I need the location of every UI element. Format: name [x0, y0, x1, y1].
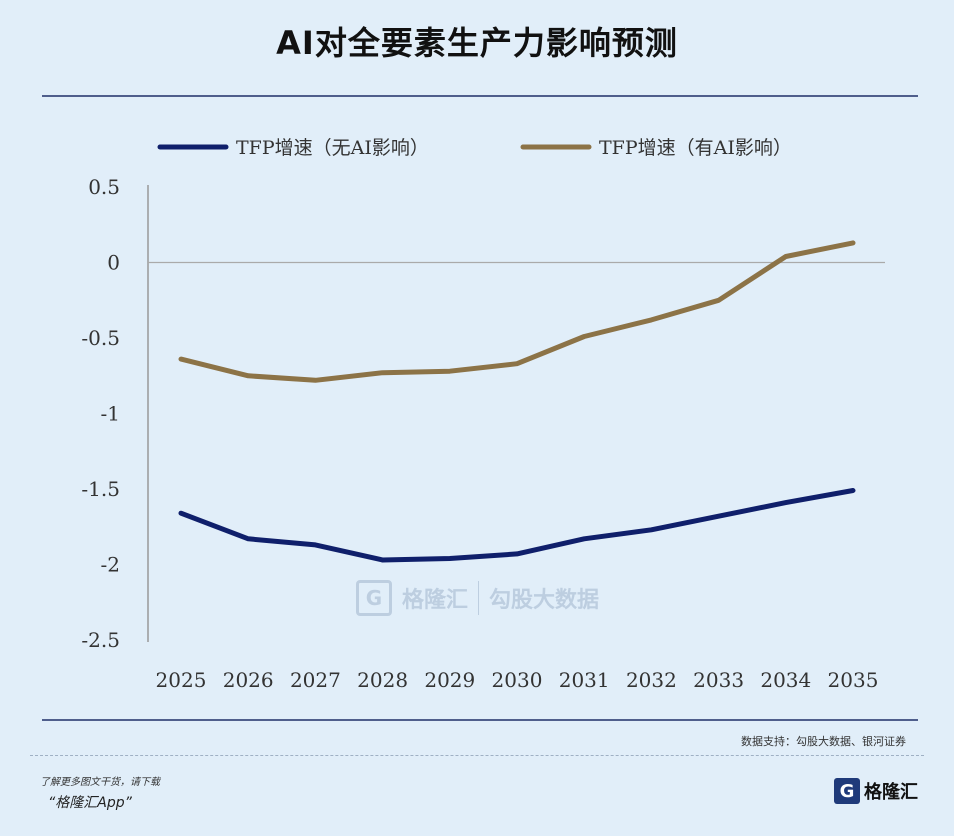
watermark-partner: 勾股大数据 — [489, 588, 600, 613]
chart-title: AI对全要素生产力影响预测 — [276, 24, 678, 62]
x-tick-label: 2026 — [223, 668, 274, 692]
data-source: 数据支持：勾股大数据、银河证券 — [741, 735, 906, 748]
watermark: G 格隆汇 勾股大数据 — [356, 580, 599, 616]
footer-dotted-divider — [30, 755, 924, 756]
x-tick-label: 2032 — [626, 668, 677, 692]
watermark-logo-icon: G — [356, 580, 392, 616]
x-tick-label: 2034 — [760, 668, 811, 692]
y-tick-label: 0 — [107, 251, 120, 275]
x-tick-label: 2035 — [828, 668, 879, 692]
y-tick-label: -2.5 — [81, 628, 120, 652]
y-tick-label: 0.5 — [88, 175, 120, 199]
y-tick-label: -2 — [101, 553, 120, 577]
x-tick-label: 2030 — [492, 668, 543, 692]
watermark-brand: 格隆汇 — [402, 588, 469, 613]
watermark-separator — [478, 581, 480, 615]
series-line-1 — [178, 488, 856, 563]
y-tick-label: -1.5 — [81, 477, 120, 501]
x-tick-label: 2029 — [424, 668, 475, 692]
x-tick-label: 2028 — [357, 668, 408, 692]
x-tick-label: 2025 — [156, 668, 207, 692]
brand-logo: G 格隆汇 — [834, 777, 918, 805]
footer-app-name: “格隆汇App” — [48, 795, 132, 811]
x-tick-label: 2033 — [693, 668, 744, 692]
bottom-divider — [42, 719, 918, 721]
brand-logo-icon: G — [834, 778, 860, 804]
x-tick-label: 2031 — [559, 668, 610, 692]
x-tick-label: 2027 — [290, 668, 341, 692]
series-line-2 — [178, 240, 856, 383]
y-tick-label: -0.5 — [81, 326, 120, 350]
brand-logo-text: 格隆汇 — [864, 782, 918, 803]
y-tick-label: -1 — [101, 402, 120, 426]
top-divider — [42, 95, 918, 97]
footer-download-note: 了解更多图文干货，请下载 — [40, 777, 160, 788]
legend-label-2: TFP增速（有AI影响） — [599, 137, 792, 159]
legend-label-1: TFP增速（无AI影响） — [236, 137, 429, 159]
